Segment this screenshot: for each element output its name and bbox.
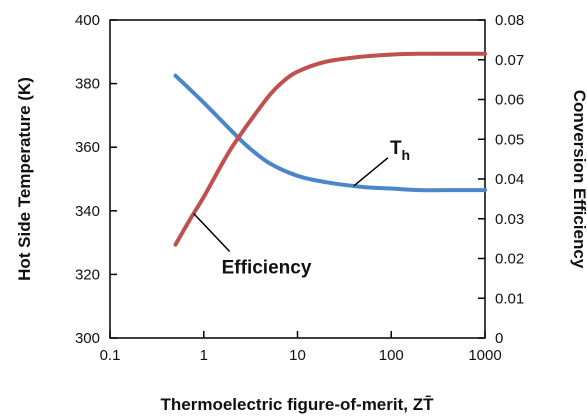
left-y-tick-label: 300 (75, 330, 100, 347)
left-y-axis-ticks: 300 320 340 360 380 400 (75, 12, 117, 347)
right-y-tick-label: 0.03 (495, 211, 524, 228)
leader-line (353, 157, 389, 187)
right-y-tick-label: 0.04 (495, 171, 524, 188)
right-y-axis-title: Conversion Efficiency (570, 90, 587, 269)
right-y-tick-label: 0.05 (495, 131, 524, 148)
left-y-tick-label: 380 (75, 76, 100, 93)
left-y-tick-label: 360 (75, 139, 100, 156)
leader-line (193, 212, 231, 253)
right-y-tick-label: 0 (495, 330, 503, 347)
plot-frame (109, 19, 486, 339)
series-layer (173, 51, 487, 247)
x-tick-label: 10 (289, 347, 306, 364)
series-line-efficiency (173, 51, 487, 247)
x-tick-label: 1000 (468, 347, 501, 364)
left-y-tick-label: 400 (75, 12, 100, 29)
x-axis-title: Thermoelectric figure-of-merit, ZT̄ (161, 395, 435, 414)
right-y-axis-ticks: 0 0.01 0.02 0.03 0.04 0.05 0.06 0.07 0.08 (478, 12, 524, 347)
series-line-th (173, 73, 487, 193)
annotation-th: Th (390, 138, 410, 163)
right-y-tick-label: 0.07 (495, 52, 524, 69)
left-y-tick-label: 320 (75, 266, 100, 283)
x-tick-label: 100 (379, 347, 404, 364)
annotation-efficiency: Efficiency (222, 258, 312, 279)
x-tick-label: 0.1 (100, 347, 121, 364)
right-y-tick-label: 0.02 (495, 251, 524, 268)
right-y-tick-label: 0.06 (495, 92, 524, 109)
left-y-tick-label: 340 (75, 203, 100, 220)
x-tick-label: 1 (200, 347, 208, 364)
x-axis-ticks: 0.1 1 10 100 1000 (100, 331, 502, 364)
left-y-axis-title: Hot Side Temperature (K) (15, 77, 34, 281)
annotation-layer: Th Efficiency (193, 138, 410, 279)
right-y-tick-label: 0.08 (495, 12, 524, 29)
right-y-tick-label: 0.01 (495, 290, 524, 307)
